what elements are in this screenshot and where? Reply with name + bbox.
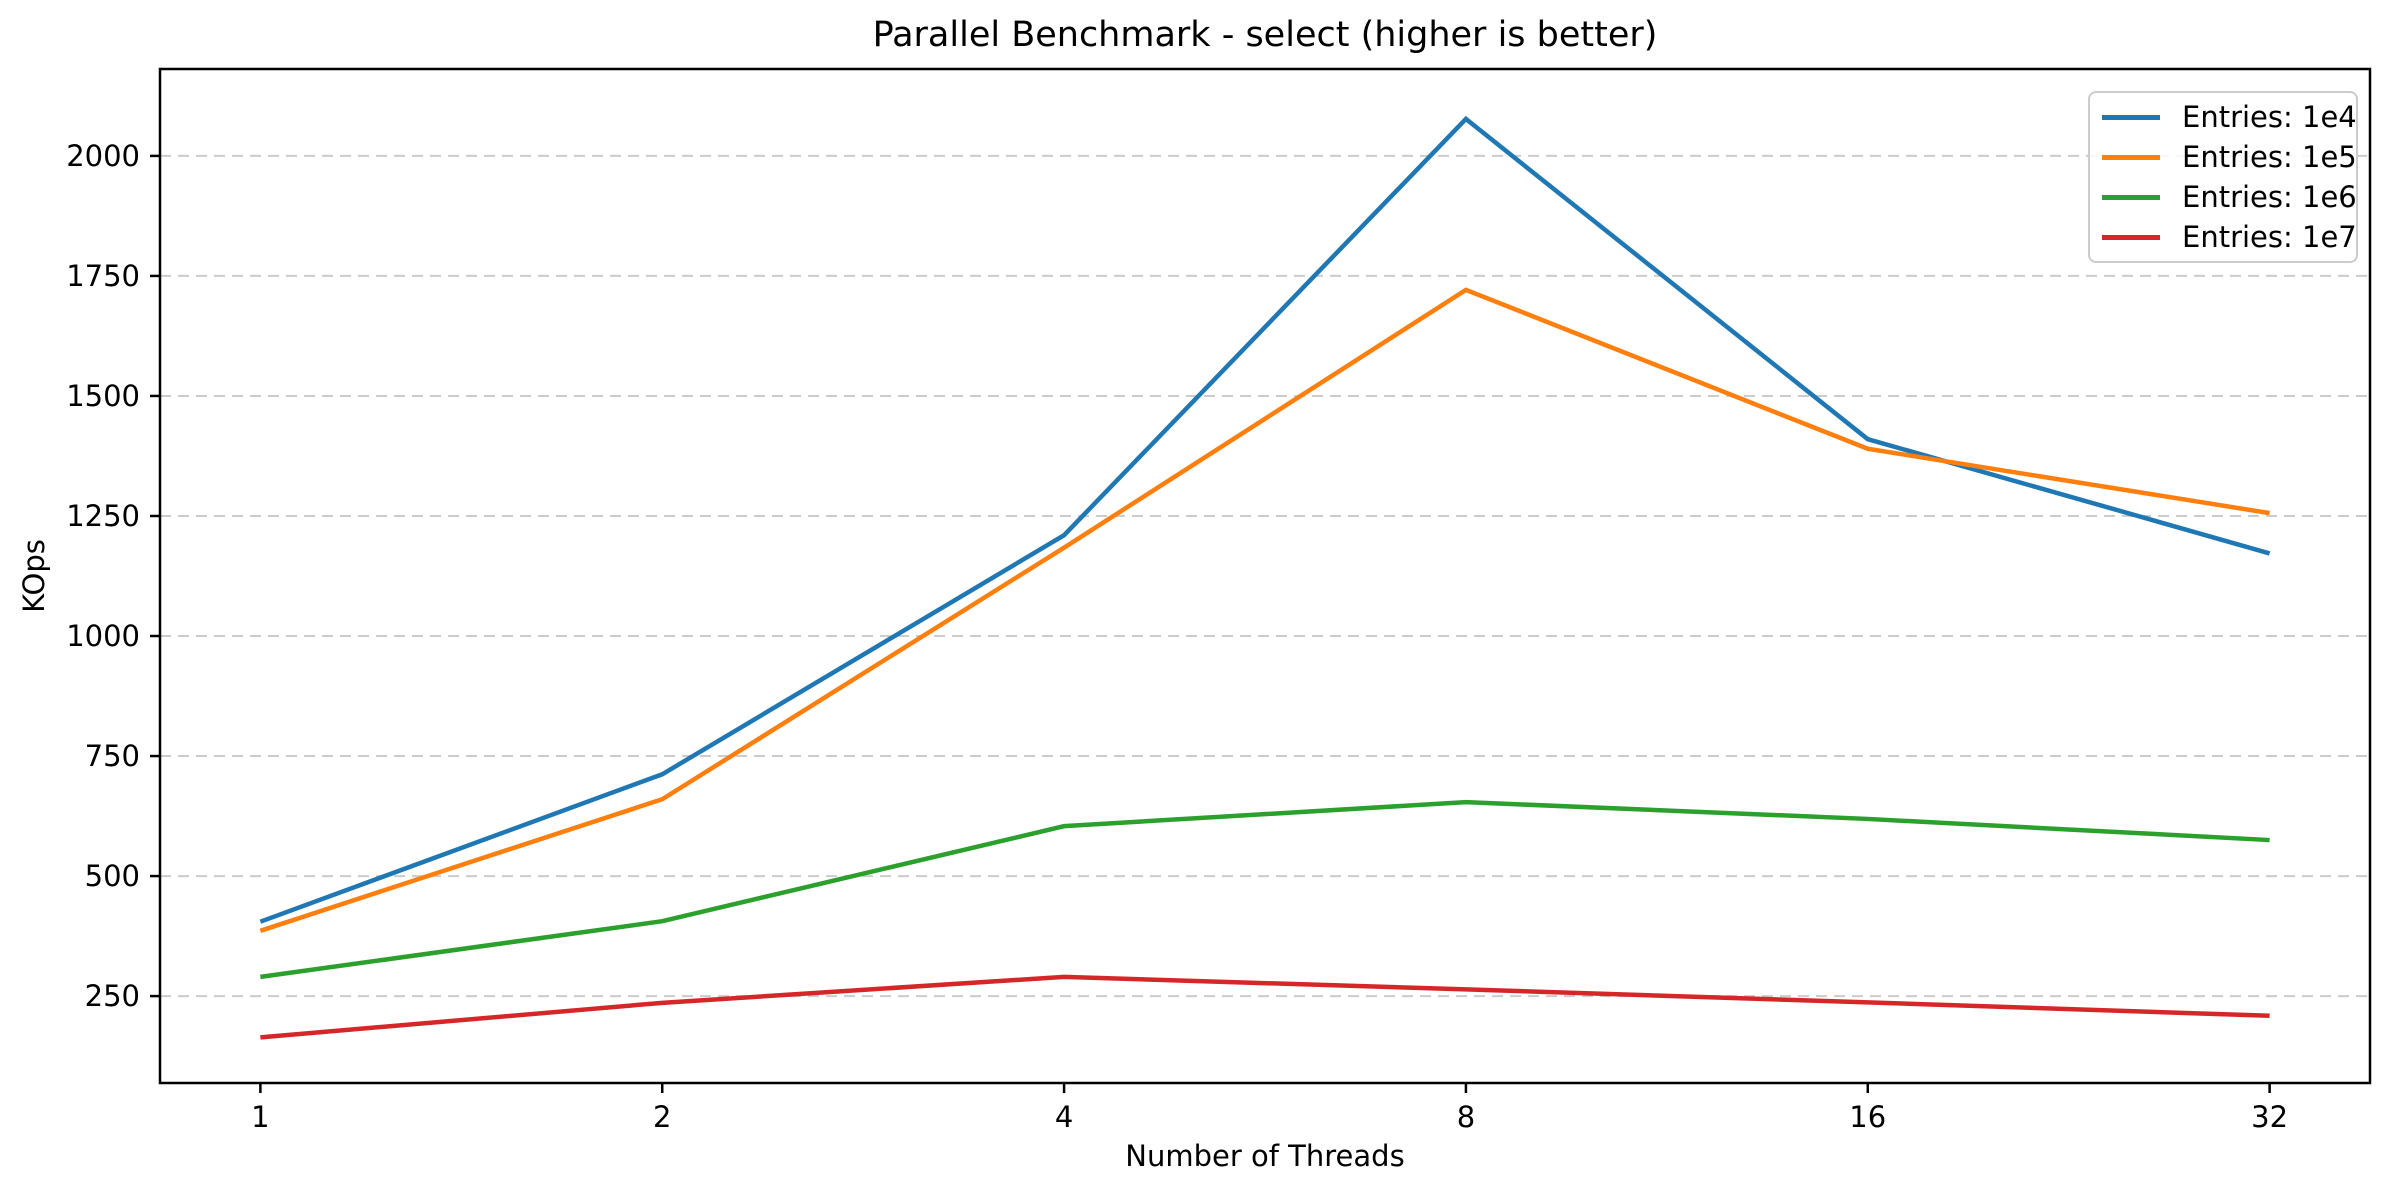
y-tick-label: 250	[85, 979, 140, 1013]
chart-title: Parallel Benchmark - select (higher is b…	[873, 15, 1658, 55]
y-tick-label: 1000	[66, 619, 140, 653]
data-series	[259, 115, 2271, 1040]
legend-item: Entries: 1e5	[2102, 137, 2357, 177]
legend-label: Entries: 1e7	[2182, 220, 2357, 254]
x-tick-label: 16	[1849, 1100, 1886, 1134]
plot-border	[158, 67, 2372, 1085]
legend-label: Entries: 1e6	[2182, 180, 2357, 214]
legend-item: Entries: 1e4	[2102, 97, 2357, 137]
legend-line-sample	[2102, 114, 2160, 120]
legend-line-sample	[2102, 194, 2160, 200]
y-tick-label: 1500	[66, 379, 140, 413]
legend-label: Entries: 1e4	[2182, 100, 2357, 134]
series-line-entries-1e4	[259, 115, 2271, 924]
x-tick-label: 1	[251, 1100, 269, 1134]
y-axis-ticks: 250 500 750 1000 1250 1500 1750 2000	[66, 139, 160, 1013]
legend-item: Entries: 1e6	[2102, 177, 2357, 217]
x-tick-label: 32	[2251, 1100, 2288, 1134]
y-tick-label: 500	[85, 859, 140, 893]
series-line-entries-1e5	[259, 287, 2270, 933]
legend-item: Entries: 1e7	[2102, 217, 2357, 257]
x-axis-label: Number of Threads	[1125, 1139, 1404, 1173]
legend-line-sample	[2102, 154, 2160, 160]
series-line-entries-1e7	[260, 974, 2270, 1040]
y-axis-label: KOps	[17, 539, 51, 613]
x-tick-label: 8	[1457, 1100, 1475, 1134]
y-tick-label: 2000	[66, 139, 140, 173]
legend: Entries: 1e4 Entries: 1e5 Entries: 1e6 Entr…	[2088, 91, 2358, 263]
x-tick-label: 2	[653, 1100, 671, 1134]
legend-line-sample	[2102, 234, 2160, 240]
y-tick-label: 750	[85, 739, 140, 773]
y-tick-label: 1250	[66, 499, 140, 533]
y-tick-label: 1750	[66, 259, 140, 293]
legend-label: Entries: 1e5	[2182, 140, 2357, 174]
gridlines	[160, 154, 2370, 998]
x-axis-ticks: 1 2 4 8 16 32	[251, 1083, 2288, 1134]
x-tick-label: 4	[1055, 1100, 1073, 1134]
series-line-entries-1e6	[260, 799, 2270, 980]
